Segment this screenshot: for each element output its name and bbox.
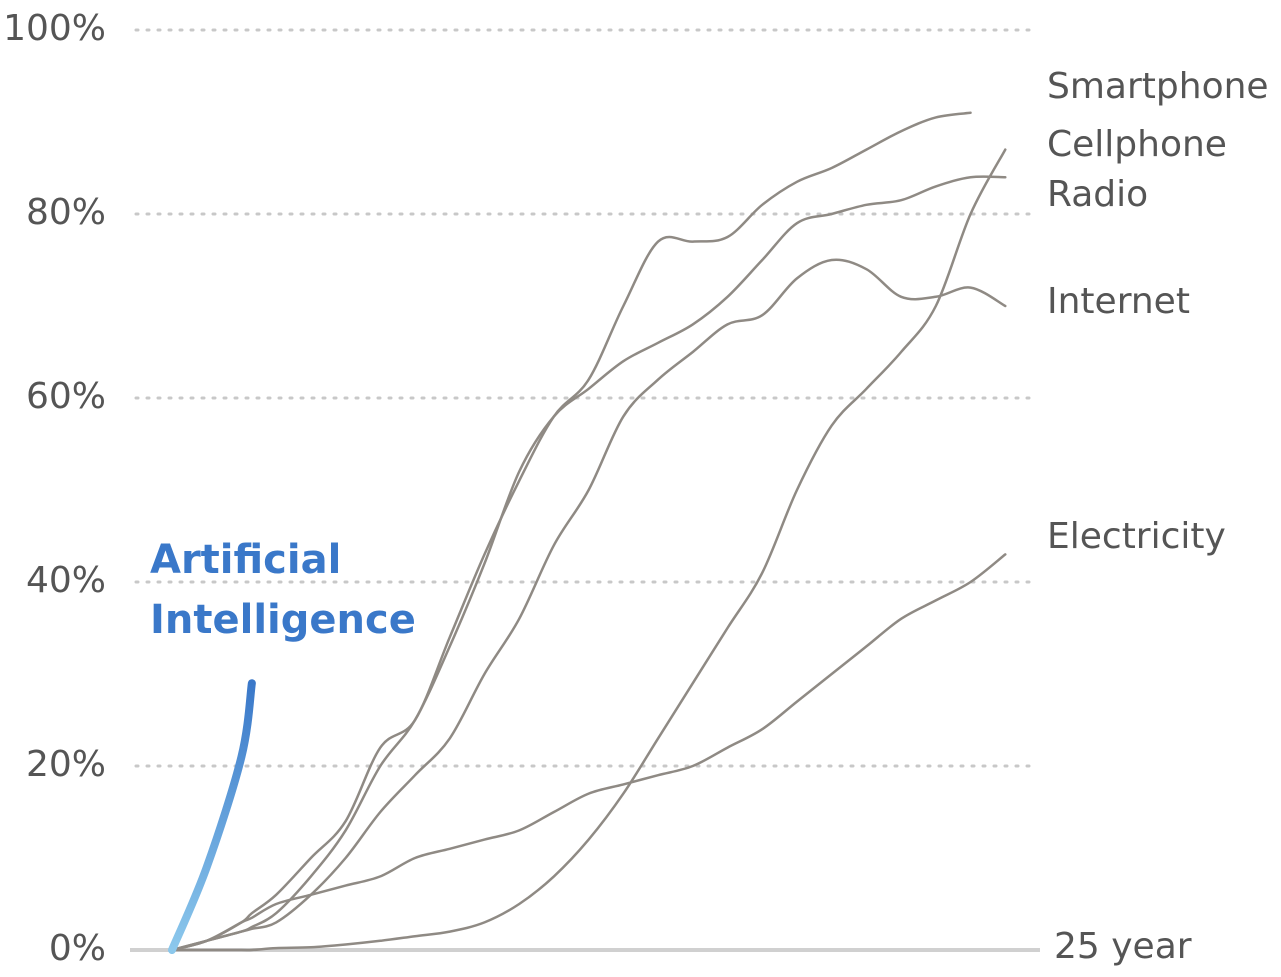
y-tick-label: 80% (26, 192, 106, 233)
series-line (170, 258, 1007, 952)
series-line (170, 553, 1007, 952)
series-label: Radio (1047, 174, 1148, 215)
series-line (170, 111, 972, 952)
series-line (170, 148, 1007, 952)
ai-line (168, 679, 256, 954)
series-line (170, 175, 1007, 952)
y-tick-label: 100% (3, 8, 106, 49)
series-label: Electricity (1047, 516, 1226, 557)
series-label: Smartphone (1047, 66, 1269, 107)
series-label: Artificial Intelligence (150, 537, 416, 643)
series-label: Internet (1047, 281, 1190, 322)
series-label: Cellphone (1047, 124, 1227, 165)
y-tick-label: 60% (26, 376, 106, 417)
y-tick-label: 40% (26, 560, 106, 601)
x-tick-label: 25 year (1054, 926, 1192, 967)
y-tick-label: 0% (49, 928, 106, 969)
y-tick-label: 20% (26, 744, 106, 785)
